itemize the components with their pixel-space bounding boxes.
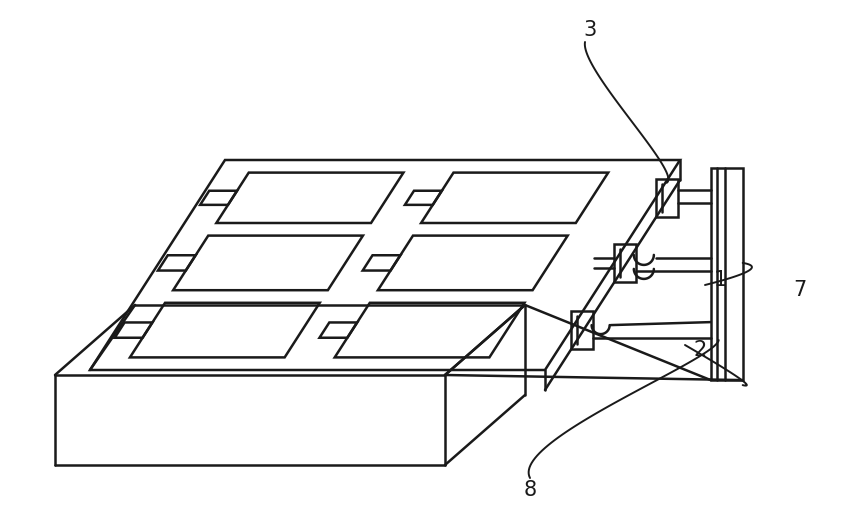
Text: 8: 8 — [523, 480, 537, 500]
Text: 2: 2 — [693, 340, 706, 360]
Text: 1: 1 — [713, 270, 727, 290]
Text: 7: 7 — [794, 280, 806, 300]
Text: 3: 3 — [584, 20, 597, 40]
